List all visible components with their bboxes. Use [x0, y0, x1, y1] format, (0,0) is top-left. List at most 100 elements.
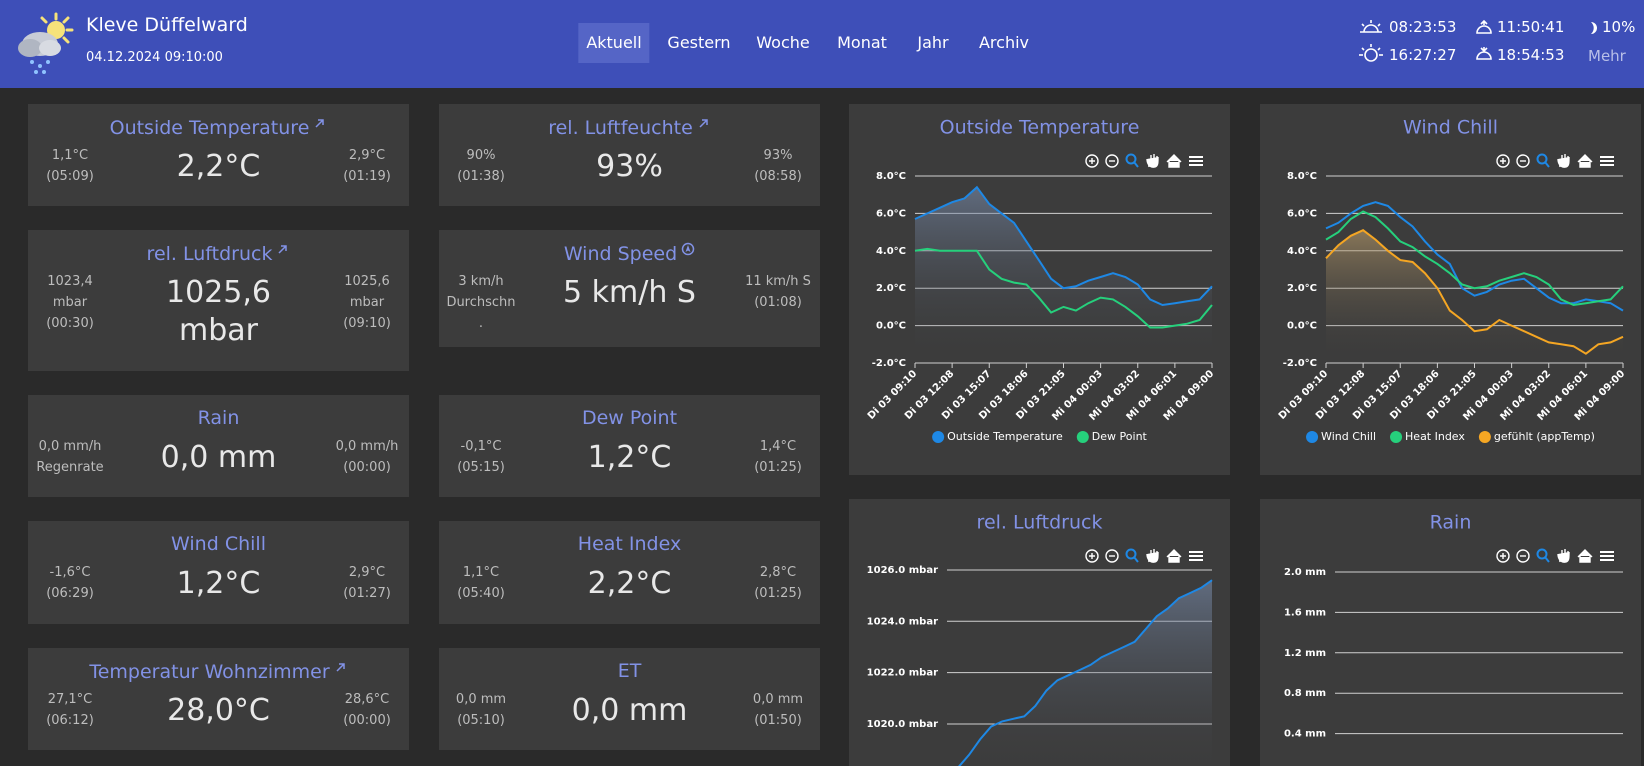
nav-item[interactable]: Gestern	[667, 33, 731, 52]
card-right: 28,6°C	[344, 692, 390, 707]
zoom-select	[1133, 556, 1139, 563]
zoom-out	[1105, 154, 1119, 168]
y-tick-label: 8.0°C	[1287, 171, 1317, 182]
zoom-select	[1536, 153, 1548, 165]
y-tick-label: 1024.0 mbar	[867, 616, 938, 627]
legend-marker	[932, 431, 945, 443]
card-right: 0,0 mm/h	[335, 439, 399, 454]
line	[1325, 229, 1624, 355]
home	[1577, 154, 1593, 168]
title-icon	[315, 119, 325, 128]
zoom-in	[1500, 158, 1506, 164]
card-title: Heat Index	[439, 533, 820, 555]
legend-label: gefühlt (appTemp)	[1494, 430, 1595, 443]
card-right: mbar	[349, 295, 385, 310]
card-title: Temperatur Wohnzimmer	[28, 660, 409, 683]
icon	[336, 663, 345, 672]
card-left: 1023,4	[47, 274, 93, 289]
zoom-select	[1536, 548, 1548, 560]
card-right: 2,9°C	[348, 148, 386, 163]
moonrise: 11:50:41	[1497, 18, 1565, 36]
card-left: 1,1°C	[462, 565, 500, 580]
pan	[1146, 154, 1159, 168]
card-value: 28,0°C	[167, 693, 270, 728]
legend: Wind Chill Heat Index gefühlt (appTemp)	[1306, 430, 1595, 443]
chart-title: Outside Temperature	[940, 117, 1140, 139]
card-left: 3 km/h	[458, 274, 504, 289]
card-left: 90%	[466, 148, 496, 163]
zoom-out	[1516, 549, 1530, 563]
line	[958, 579, 1213, 766]
y-tick-label: 1020.0 mbar	[867, 719, 938, 730]
card-left: 1,1°C	[51, 148, 89, 163]
card-left: (05:15)	[457, 460, 505, 475]
card-value: 0,0 mm	[571, 693, 688, 728]
card-right: (08:58)	[754, 169, 802, 184]
y-tick-label: 1.2 mm	[1284, 648, 1326, 659]
legend-marker	[1390, 431, 1403, 443]
card-left: mbar	[52, 295, 88, 310]
nav-item[interactable]: Monat	[837, 33, 887, 52]
card-left: Regenrate	[36, 460, 104, 475]
stat-card: rel. Luftdruck 1025,6 mbar 1023,4 mbar (00:30…	[28, 230, 409, 371]
card-left: 0,0 mm	[455, 692, 507, 707]
moon-phase: 10%	[1602, 18, 1636, 36]
zoom-in	[1500, 553, 1506, 559]
menu	[1189, 156, 1203, 166]
sun-icons	[1359, 20, 1383, 62]
stat-card: Heat Index 2,2°C 1,1°C (05:40) 2,8°C (01:25)	[439, 521, 820, 624]
sunrise: 08:23:53	[1389, 18, 1457, 36]
datetime: 04.12.2024 09:10:00	[86, 50, 223, 65]
title-icon	[681, 242, 695, 256]
legend-marker	[1076, 431, 1089, 443]
card-value: 1025,6	[166, 275, 271, 310]
toolbar	[1496, 153, 1614, 168]
nav-item[interactable]: Archiv	[978, 33, 1030, 52]
legend-label: Dew Point	[1092, 430, 1148, 443]
zoom-in	[1496, 154, 1510, 168]
icon	[685, 245, 691, 252]
stat-card: Temperatur Wohnzimmer 28,0°C 27,1°C (06:12)…	[28, 648, 409, 750]
card-left: (00:30)	[46, 316, 94, 331]
stat-card: Outside Temperature 2,2°C 1,1°C (05:09) 2,9°…	[28, 104, 409, 206]
y-tick-label: 1022.0 mbar	[867, 668, 938, 679]
nav-item[interactable]: Woche	[756, 33, 810, 52]
legend-label: Outside Temperature	[947, 430, 1063, 443]
card-left: -0,1°C	[460, 439, 502, 454]
card-left: (01:38)	[457, 169, 505, 184]
zoom-select	[1544, 161, 1550, 168]
more-link[interactable]: Mehr	[1588, 47, 1626, 65]
card-value: 93%	[596, 149, 663, 184]
y-tick-label: 2.0°C	[876, 283, 906, 294]
nav-item[interactable]: Jahr	[917, 33, 949, 52]
stat-card: ET 0,0 mm 0,0 mm (05:10) 0,0 mm (01:50)	[439, 648, 820, 750]
card-right: (00:00)	[343, 713, 391, 728]
icon	[699, 119, 708, 128]
icon	[681, 242, 695, 256]
card-left: (05:10)	[457, 713, 505, 728]
y-tick-label: 2.0 mm	[1284, 567, 1326, 578]
y-tick-label: 8.0°C	[876, 171, 906, 182]
moon-phase-icon	[1591, 22, 1597, 34]
stat-card: Dew Point 1,2°C -0,1°C (05:15) 1,4°C (01:25)	[439, 395, 820, 497]
card-value: 5 km/h S	[563, 275, 696, 310]
card-title-text: Dew Point	[581, 407, 678, 429]
home	[1166, 154, 1182, 168]
chart: Wind Chill -2.0°C 0.0°C 2.0°C 4.0°C 6.0°C 8.0°…	[1260, 104, 1641, 475]
menu	[1600, 551, 1614, 561]
title-icon	[699, 119, 708, 128]
card-right: 93%	[763, 148, 793, 163]
station-name: Kleve Düffelward	[86, 14, 248, 36]
y-tick-label: -2.0°C	[872, 358, 906, 369]
stat-card: Wind Speed 5 km/h S 3 km/h Durchschn. 11 km/…	[439, 230, 820, 347]
card-left: -1,6°C	[49, 565, 91, 580]
card-title: Wind Chill	[28, 533, 409, 555]
y-tick-label: 2.0°C	[1287, 283, 1317, 294]
card-title: Rain	[28, 407, 409, 429]
nav-item[interactable]: Aktuell	[578, 23, 650, 63]
card-title: rel. Luftfeuchte	[439, 116, 820, 139]
toolbar	[1085, 153, 1203, 168]
card-title: Wind Speed	[439, 242, 820, 265]
chart-title: Wind Chill	[1403, 117, 1498, 139]
